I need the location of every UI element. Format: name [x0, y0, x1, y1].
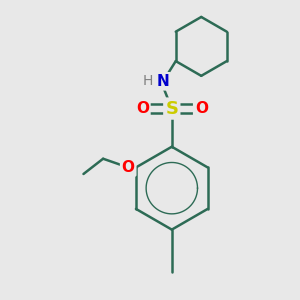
Text: O: O — [122, 160, 135, 175]
Text: N: N — [157, 74, 169, 89]
Text: H: H — [142, 74, 153, 88]
Text: O: O — [195, 101, 208, 116]
Text: S: S — [165, 100, 178, 118]
Text: O: O — [136, 101, 149, 116]
